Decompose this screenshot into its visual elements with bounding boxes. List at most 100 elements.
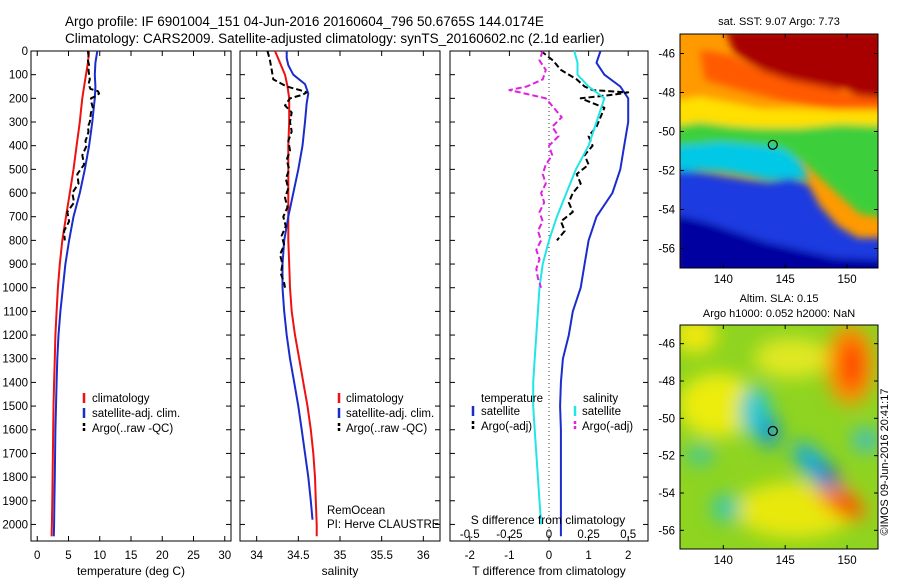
- series-line-satellite-adj-clim: [52, 50, 99, 537]
- legend-label-argo: Argo(..raw -QC): [346, 423, 427, 435]
- y-tick-label: 1500: [2, 401, 28, 413]
- series-line-argo-raw-qc: [63, 50, 101, 241]
- sla-red-blob: [842, 339, 862, 391]
- sla-cyan-blob: [761, 416, 779, 448]
- series-line-t-satellite: [559, 50, 630, 537]
- x-tick-label: 34: [250, 550, 263, 562]
- series-line-climatology: [50, 50, 91, 537]
- remocean-label: RemOcean: [327, 505, 385, 517]
- x-tick-label: 10: [93, 550, 106, 562]
- difference-panel: -2 -1 0 1 2 -0.5 -0.25 0 0.25 0.5 T difference fr…: [449, 50, 649, 578]
- series-line-t-argo-adj: [540, 50, 630, 242]
- sla-map-title-line2: Argo h1000: 0.052 h2000: NaN: [703, 308, 855, 320]
- figure-title-line2: Climatology: CARS2009. Satellite-adjuste…: [65, 31, 605, 46]
- map-y-tick-label: -54: [658, 488, 675, 500]
- temperature-xlabel: temperature (deg C): [77, 564, 185, 578]
- map-x-tick-label: 140: [714, 555, 733, 567]
- x-tick-label: 35.5: [370, 550, 392, 562]
- map-y-tick-label: -50: [658, 127, 675, 139]
- y-tick-label: 1600: [2, 425, 28, 437]
- legend-title-salinity: salinity: [583, 393, 618, 405]
- imos-credit: ©IMOS 09-Jun-2016 20:41:17: [879, 389, 891, 536]
- sla-blue-blob: [820, 466, 840, 486]
- x-tick-label: 2: [625, 550, 631, 562]
- series-line-satellite-adj-clim: [281, 51, 314, 520]
- map-y-tick-label: -46: [658, 339, 675, 351]
- x-tick-label: 25: [187, 550, 200, 562]
- figure-title-line1: Argo profile: IF 6901004_151 04-Jun-2016…: [65, 14, 544, 29]
- legend-label-t-satellite: satellite: [481, 406, 520, 418]
- legend-label-satellite: satellite-adj. clim.: [346, 408, 434, 420]
- legend-label-s-argo: Argo(-adj): [582, 421, 633, 433]
- map-x-tick-label: 150: [837, 274, 856, 286]
- legend-label-argo: Argo(..raw -QC): [92, 423, 173, 435]
- y-tick-label: 700: [9, 212, 28, 224]
- x-tick-label: -1: [504, 550, 514, 562]
- x2-tick-label: -0.25: [496, 529, 522, 541]
- x-tick-label: 1: [585, 550, 591, 562]
- salinity-legend: climatology satellite-adj. clim. Argo(..…: [337, 393, 434, 435]
- y-tick-label: 800: [9, 235, 28, 247]
- map-y-tick-label: -56: [658, 525, 675, 537]
- series-line-climatology: [274, 50, 318, 537]
- x2-tick-label: 0.25: [577, 529, 599, 541]
- salinity-xlabel: salinity: [322, 564, 359, 578]
- y-tick-label: 1100: [3, 306, 28, 318]
- y-tick-label: 400: [9, 141, 28, 153]
- x-tick-label: 35: [334, 550, 347, 562]
- map-y-tick-label: -46: [658, 49, 675, 61]
- x-tick-label: 15: [125, 550, 138, 562]
- y-tick-label: 300: [9, 117, 28, 129]
- sst-argo-marker: [767, 139, 778, 150]
- y-tick-label: 1000: [2, 283, 28, 295]
- x-tick-label: 0: [34, 550, 40, 562]
- y-tick-label: 0: [22, 46, 28, 58]
- y-tick-label: 900: [9, 259, 28, 271]
- x-tick-label: 5: [65, 550, 71, 562]
- series-line-argo-raw-qc: [266, 50, 308, 288]
- legend-label-t-argo: Argo(-adj): [481, 421, 532, 433]
- map-x-tick-label: 145: [776, 274, 795, 286]
- sst-map-frame: [679, 33, 879, 269]
- x-tick-label: 20: [156, 550, 169, 562]
- salinity-axes: [239, 50, 441, 542]
- sst-orange-band: [700, 50, 878, 112]
- x2-tick-label: 0: [546, 529, 552, 541]
- y-tick-label: 100: [9, 70, 28, 82]
- x2-tick-label: 0.5: [620, 529, 636, 541]
- sst-map: sat. SST: 9.07 Argo: 7.73 140 145 150 -46 -4…: [658, 16, 879, 286]
- series-line-s-argo-adj: [508, 50, 563, 289]
- y-tick-label: 1800: [2, 472, 28, 484]
- sla-yellow-blob: [680, 373, 758, 437]
- legend-label-s-satellite: satellite: [582, 406, 621, 418]
- salinity-panel: 34 34.5 35 35.5 36 salinity climatology sate…: [239, 50, 441, 578]
- legend-label-satellite: satellite-adj. clim.: [92, 408, 180, 420]
- sla-map: Altim. SLA: 0.15 Argo h1000: 0.052 h2000…: [658, 293, 879, 567]
- sla-yellow-blob: [754, 338, 830, 378]
- series-line-s-satellite: [532, 50, 606, 525]
- map-y-tick-label: -48: [658, 88, 675, 100]
- map-y-tick-label: -52: [658, 166, 675, 178]
- y-tick-label: 1700: [2, 448, 28, 460]
- y-tick-label: 1200: [2, 330, 28, 342]
- sla-red-blob: [830, 492, 862, 516]
- x2-tick-label: -0.5: [460, 529, 480, 541]
- y-tick-label: 500: [9, 164, 28, 176]
- difference-xlabel: T difference from climatology: [472, 564, 626, 578]
- map-y-tick-label: -52: [658, 451, 675, 463]
- map-x-tick-label: 140: [714, 274, 733, 286]
- legend-label-climatology: climatology: [92, 393, 150, 405]
- x-tick-label: -2: [465, 550, 475, 562]
- sla-argo-marker: [767, 425, 778, 437]
- temperature-axes: [30, 50, 232, 542]
- legend-label-climatology: climatology: [346, 393, 404, 405]
- difference-legend: temperature salinity satellite Argo(-adj…: [471, 393, 633, 433]
- sst-map-title: sat. SST: 9.07 Argo: 7.73: [718, 16, 840, 28]
- sla-cyan-blob: [712, 494, 740, 522]
- sst-warm-region: [726, 34, 878, 100]
- legend-title-temperature: temperature: [481, 393, 543, 405]
- y-tick-label: 200: [9, 93, 28, 105]
- y-tick-label: 1900: [2, 496, 28, 508]
- map-x-tick-label: 150: [837, 555, 856, 567]
